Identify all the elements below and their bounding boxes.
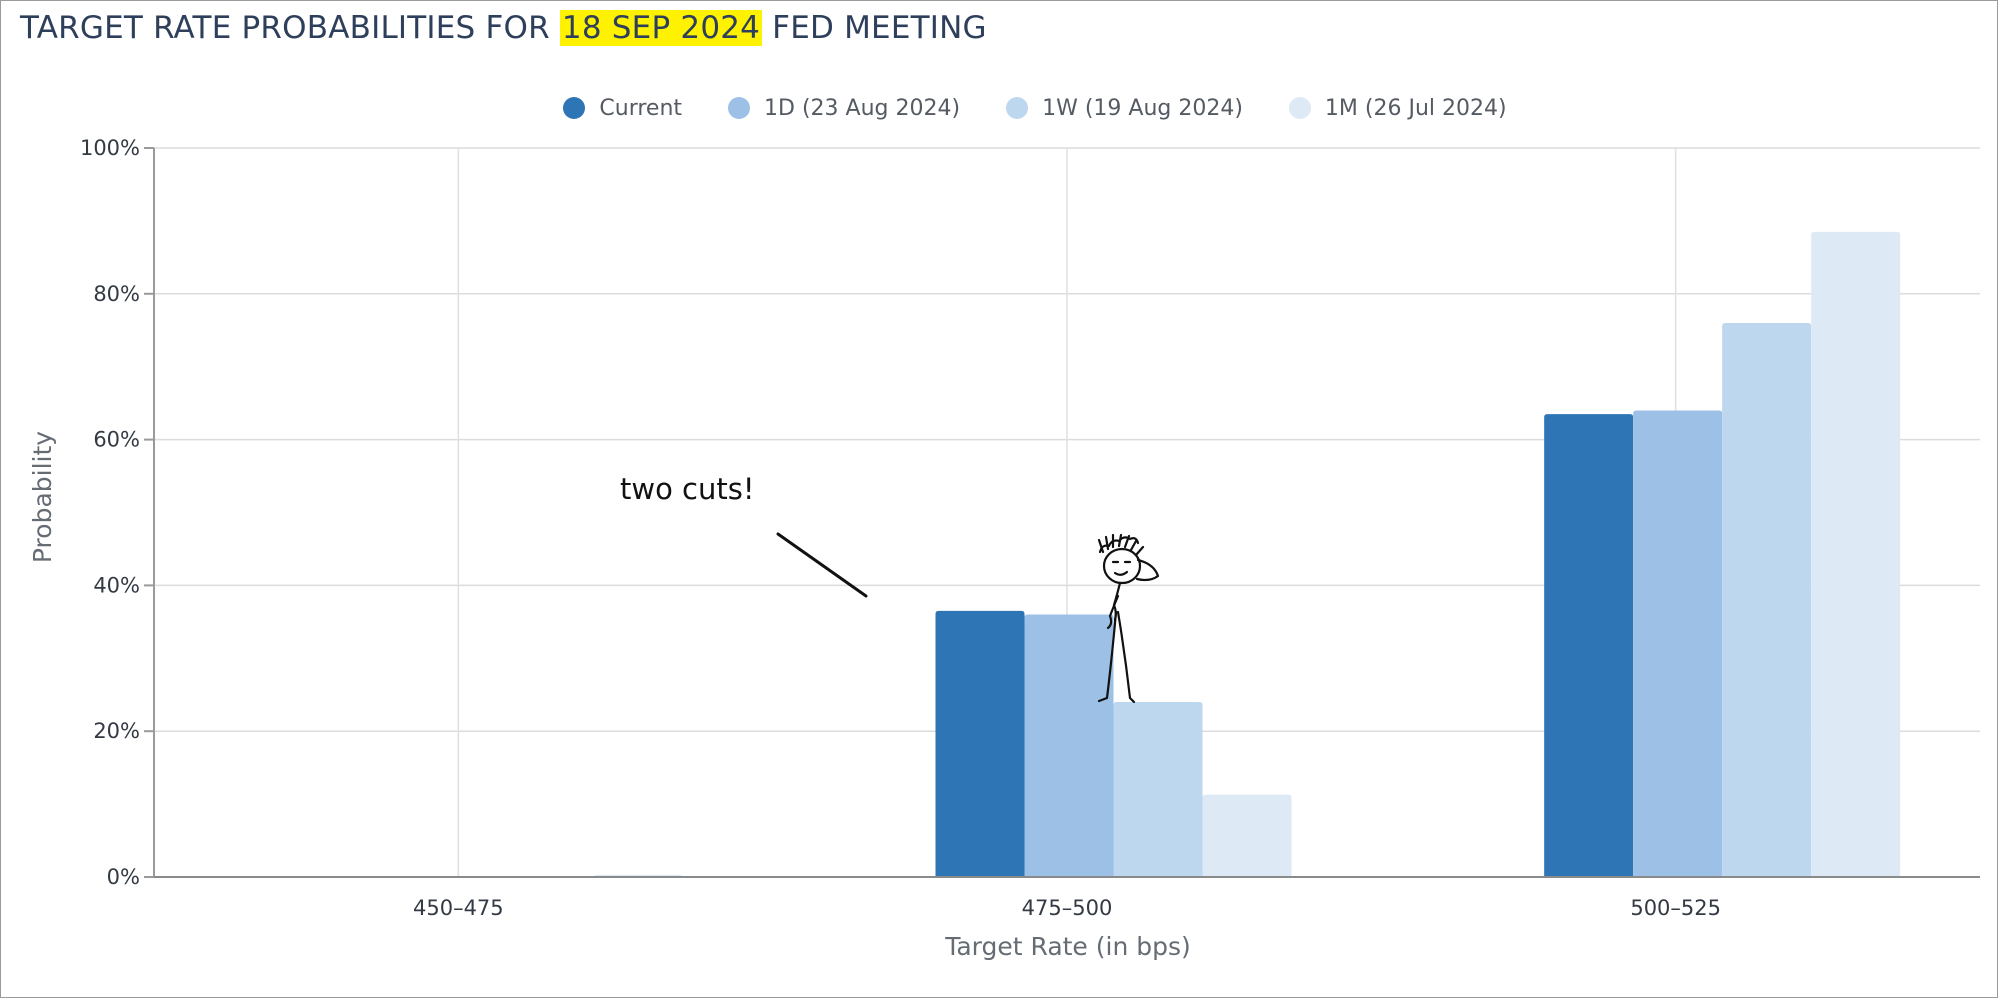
y-tick-label: 40% bbox=[93, 573, 140, 597]
bar-500-525-series-2[interactable] bbox=[1722, 322, 1812, 878]
legend-marker-icon bbox=[1288, 97, 1311, 119]
stick-figure-drawing bbox=[1097, 533, 1160, 704]
bar-500-525-series-3[interactable] bbox=[1811, 231, 1901, 877]
y-tick-label: 60% bbox=[93, 428, 140, 452]
chart-title-suffix: FED MEETING bbox=[762, 10, 987, 46]
legend-label: 1W (19 Aug 2024) bbox=[1042, 95, 1243, 121]
y-tick-label: 100% bbox=[80, 136, 140, 160]
annotation-text: two cuts! bbox=[620, 472, 754, 506]
legend-label: Current bbox=[599, 95, 683, 121]
bar-475-500-series-3[interactable] bbox=[1202, 794, 1292, 877]
y-axis-title: Probability bbox=[28, 431, 57, 563]
y-tick-labels: 0% 20% 40% 60% 80% 100% bbox=[80, 136, 140, 889]
bar-475-500-series-2[interactable] bbox=[1113, 702, 1203, 877]
chart-title-highlighted-date: 18 SEP 2024 bbox=[559, 10, 763, 46]
legend-item-1d[interactable]: 1D (23 Aug 2024) bbox=[728, 96, 960, 121]
legend-marker-icon bbox=[1006, 97, 1029, 119]
legend-item-1m[interactable]: 1M (26 Jul 2024) bbox=[1288, 95, 1507, 121]
bar-500-525-series-1[interactable] bbox=[1633, 410, 1723, 877]
x-tick-label: 500–525 bbox=[1630, 896, 1721, 920]
legend-marker-icon bbox=[563, 97, 586, 119]
chart-title-prefix: TARGET RATE PROBABILITIES FOR bbox=[20, 10, 560, 46]
bars bbox=[593, 231, 1901, 878]
y-tick-label: 20% bbox=[93, 719, 140, 743]
legend-label: 1M (26 Jul 2024) bbox=[1324, 95, 1507, 121]
x-axis-title: Target Rate (in bps) bbox=[944, 932, 1191, 961]
legend-label: 1D (23 Aug 2024) bbox=[764, 95, 961, 121]
x-tick-labels: 450–475 475–500 500–525 bbox=[413, 896, 1721, 920]
x-tick-label: 450–475 bbox=[413, 896, 504, 920]
x-tick-label: 475–500 bbox=[1022, 896, 1113, 920]
annotation-pointer-line bbox=[776, 532, 868, 598]
chart-title: TARGET RATE PROBABILITIES FOR 18 SEP 202… bbox=[20, 10, 987, 46]
axes bbox=[144, 147, 1980, 878]
legend: Current 1D (23 Aug 2024) 1W (19 Aug 2024… bbox=[0, 90, 2000, 126]
bar-475-500-series-1[interactable] bbox=[1024, 614, 1114, 877]
y-tick-label: 80% bbox=[93, 282, 140, 306]
bar-475-500-series-0[interactable] bbox=[935, 610, 1025, 877]
y-tick-label: 0% bbox=[107, 865, 140, 889]
legend-item-1w[interactable]: 1W (19 Aug 2024) bbox=[1006, 96, 1243, 121]
legend-marker-icon bbox=[728, 97, 751, 119]
bar-500-525-series-0[interactable] bbox=[1544, 414, 1634, 877]
legend-item-current[interactable]: Current bbox=[563, 96, 682, 121]
